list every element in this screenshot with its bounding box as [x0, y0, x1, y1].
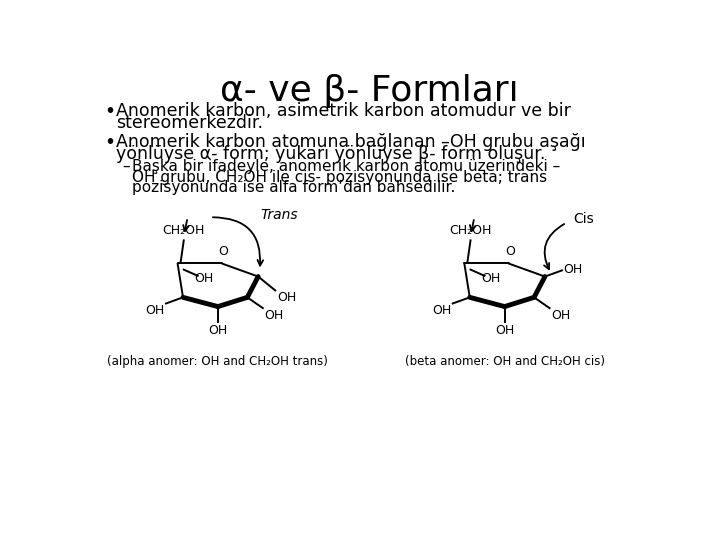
Text: •: •	[104, 102, 115, 121]
Text: Cis: Cis	[573, 212, 593, 226]
Text: yönlüyse α- form; yukarı yönlüyse β- form oluşur.: yönlüyse α- form; yukarı yönlüyse β- for…	[117, 145, 546, 163]
Text: OH: OH	[276, 291, 296, 304]
Text: OH: OH	[208, 323, 228, 336]
Text: pozisyonunda ise alfa form’dan bahsedilir.: pozisyonunda ise alfa form’dan bahsedili…	[132, 180, 455, 195]
Text: stereomerkezdir.: stereomerkezdir.	[117, 114, 264, 132]
Text: OH: OH	[145, 304, 164, 318]
Text: OH: OH	[551, 309, 570, 322]
Text: α- ve β- Formları: α- ve β- Formları	[220, 74, 518, 108]
Text: OH: OH	[564, 263, 582, 276]
Text: OH: OH	[432, 304, 451, 318]
Text: CH₂OH: CH₂OH	[163, 224, 205, 237]
Text: •: •	[104, 132, 115, 152]
Text: O: O	[505, 245, 515, 258]
Text: –: –	[122, 159, 130, 174]
Text: (alpha anomer: OH and CH₂OH trans): (alpha anomer: OH and CH₂OH trans)	[107, 355, 328, 368]
Text: CH₂OH: CH₂OH	[449, 224, 492, 237]
Text: Başka bir ifadeyle, anomerik karbon atomu üzerindeki –: Başka bir ifadeyle, anomerik karbon atom…	[132, 159, 560, 174]
Text: Trans: Trans	[261, 208, 298, 222]
Text: OH: OH	[495, 323, 514, 336]
Text: O: O	[218, 245, 228, 258]
Text: OH: OH	[194, 272, 214, 285]
Text: (beta anomer: OH and CH₂OH cis): (beta anomer: OH and CH₂OH cis)	[405, 355, 605, 368]
Text: OH: OH	[264, 309, 284, 322]
Text: OH grubu, CH₂OH ile cis- pozisyonunda ise beta; trans: OH grubu, CH₂OH ile cis- pozisyonunda is…	[132, 170, 547, 185]
Text: Anomerik karbon, asimetrik karbon atomudur ve bir: Anomerik karbon, asimetrik karbon atomud…	[117, 102, 571, 120]
Text: OH: OH	[481, 272, 500, 285]
Text: Anomerik karbon atomuna bağlanan –OH grubu aşağı: Anomerik karbon atomuna bağlanan –OH gru…	[117, 132, 586, 151]
